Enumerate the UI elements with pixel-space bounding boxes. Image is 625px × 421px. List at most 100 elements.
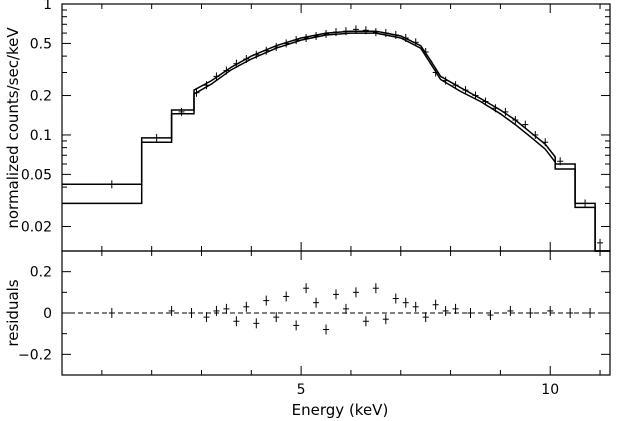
spectrum-data-point [352, 25, 359, 34]
spectrum-data-point [323, 30, 330, 39]
residual-data-point [283, 291, 290, 302]
spectrum-data-point [372, 28, 379, 37]
x-tick-label: 5 [297, 382, 306, 398]
residuals-series [62, 283, 610, 335]
residual-data-point [527, 308, 534, 318]
residual-data-point [362, 316, 369, 327]
spectrum-y-tick-label: 0.02 [21, 219, 52, 235]
spectrum-data-point [263, 46, 270, 55]
spectrum-data-point [233, 59, 240, 68]
spectrum-data-point [108, 180, 115, 189]
residual-data-point [507, 305, 514, 316]
spectrum-data-point [193, 88, 200, 97]
spectrum-y-tick-label: 0.05 [21, 167, 52, 183]
spectrum-data-point [412, 38, 419, 47]
spectrum-data-point [313, 31, 320, 40]
residuals-y-tick-label: 0 [43, 306, 52, 322]
residual-data-point [452, 303, 459, 314]
spectrum-data-point [532, 130, 539, 139]
residual-data-point [313, 297, 320, 308]
residual-data-point [487, 310, 494, 321]
residual-data-point [203, 312, 210, 323]
spectrum-data-point [303, 34, 310, 43]
residual-data-point [587, 308, 594, 318]
x-axis-title: Energy (keV) [292, 401, 389, 419]
spectrum-data-point [243, 55, 250, 64]
residual-data-point [273, 312, 280, 323]
spectrum-data-point [253, 50, 260, 59]
spectrum-data-point [482, 97, 489, 106]
spectrum-data-point [392, 30, 399, 39]
residual-data-point [323, 324, 330, 335]
spectrum-data-point [492, 104, 499, 113]
spectrum-data-point [293, 36, 300, 45]
spectrum-data-point [283, 39, 290, 48]
residual-data-point [303, 283, 310, 294]
spectrum-y-tick-label: 1 [43, 0, 52, 13]
spectrum-model-lower-line [62, 32, 610, 252]
residual-data-point [382, 314, 389, 325]
residual-data-point [243, 301, 250, 312]
residual-data-point [412, 301, 419, 312]
residual-data-point [333, 289, 339, 300]
spectrum-y-tick-label: 0.1 [30, 128, 52, 144]
spectrum-data-point [153, 133, 160, 142]
residual-data-point [168, 305, 175, 316]
residuals-y-ticks: −0.2 0 0.2 [18, 265, 610, 363]
residuals-y-tick-label: −0.2 [18, 347, 52, 363]
spectrum-data-point [178, 107, 185, 116]
residual-data-point [352, 287, 359, 298]
spectrum-data-point [502, 107, 509, 116]
spectrum-data-point [512, 116, 519, 125]
residual-data-point [402, 297, 409, 308]
residuals-y-axis-title: residuals [4, 279, 22, 346]
x-tick-label: 10 [541, 382, 559, 398]
residual-data-point [467, 308, 474, 318]
residual-data-point [233, 316, 240, 327]
residual-data-point [253, 318, 260, 329]
residual-data-point [108, 308, 115, 318]
residuals-y-tick-label: 0.2 [30, 265, 52, 281]
spectrum-y-tick-label: 0.2 [30, 89, 52, 105]
spectrum-data-point [213, 72, 220, 81]
spectrum-data-point [422, 48, 429, 57]
spectrum-data-point [362, 26, 369, 35]
spectrum-model-upper-line [62, 30, 610, 252]
spectrum-data-point [402, 34, 409, 43]
spectrum-data-point [542, 138, 549, 147]
residual-data-point [422, 312, 429, 323]
spectrum-data-point [432, 68, 439, 77]
residual-data-point [223, 303, 230, 314]
spectrum-data-point [472, 91, 479, 100]
residual-data-point [372, 283, 379, 294]
residual-data-point [392, 293, 399, 304]
residual-data-point [442, 305, 449, 316]
spectrum-data-point [342, 27, 349, 36]
spectrum-y-axis-title: normalized counts/sec/keV [4, 27, 22, 229]
spectrum-data-point [333, 28, 339, 37]
spectrum-data-point [203, 81, 210, 90]
residual-data-point [342, 303, 349, 314]
residual-data-point [263, 295, 270, 306]
spectrum-data-point [522, 120, 529, 129]
residual-data-point [213, 305, 220, 316]
residual-data-point [567, 308, 574, 318]
spectrum-data-point [557, 157, 564, 166]
spectrum-data-point [597, 238, 604, 247]
spectrum-panel-frame [61, 3, 611, 252]
spectrum-data-point [223, 66, 230, 75]
residual-data-point [547, 305, 554, 316]
spectrum-data-point [462, 86, 469, 95]
x-ticks: 5 10 [101, 4, 601, 398]
spectrum-data-point [442, 76, 449, 85]
residual-data-point [293, 320, 300, 331]
residual-data-point [188, 308, 195, 318]
spectrum-data-point [382, 29, 389, 38]
residual-data-point [432, 299, 439, 310]
spectrum-data-point [273, 42, 280, 51]
spectrum-data-point [582, 199, 589, 208]
spectrum-data-point [452, 81, 459, 90]
spectrum-y-tick-label: 0.5 [30, 36, 52, 52]
spectrum-series [62, 25, 610, 252]
